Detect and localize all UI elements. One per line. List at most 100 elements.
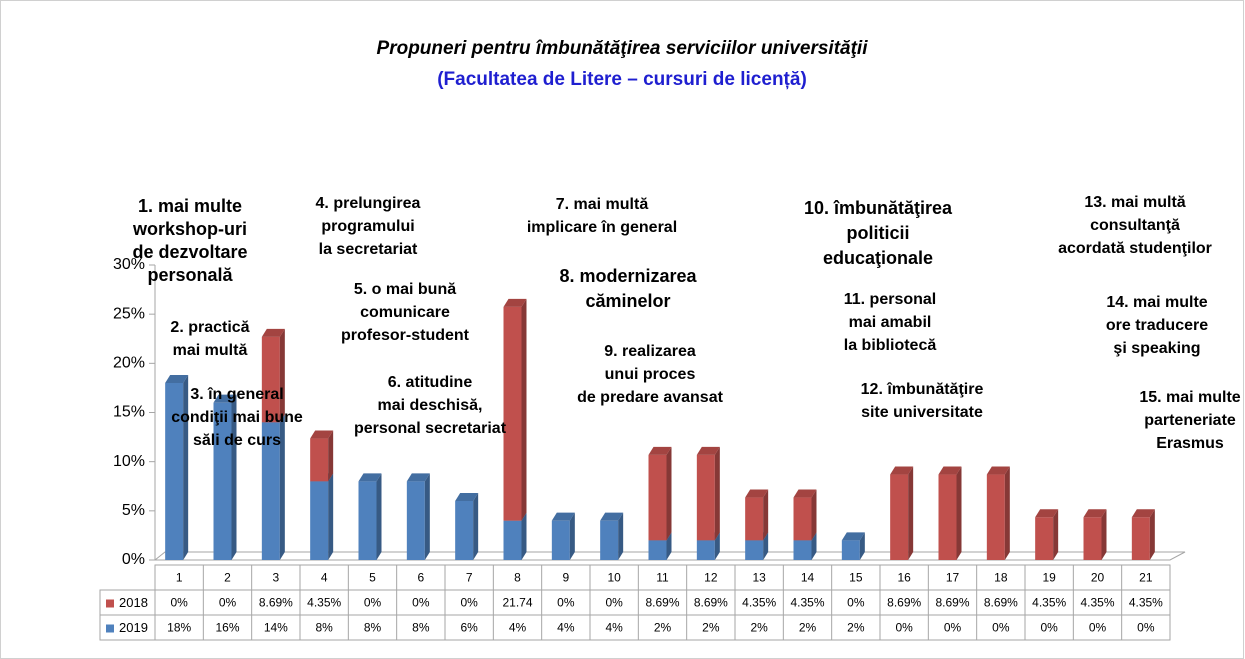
bar-side	[424, 473, 430, 560]
annotation: 6. atitudine	[388, 374, 473, 391]
bar-side	[956, 466, 962, 560]
annotation: condiţii mai bune	[171, 409, 303, 426]
annotation: programului	[321, 218, 414, 235]
bar-top	[986, 466, 1010, 475]
y-tick-label: 10%	[113, 453, 145, 470]
x-tick-label: 21	[1139, 571, 1153, 585]
bar-front	[503, 520, 522, 560]
legend-swatch	[106, 599, 114, 608]
data-label: 0%	[1137, 621, 1155, 635]
x-tick-label: 11	[656, 571, 669, 585]
data-label: 0%	[847, 596, 865, 610]
data-label: 2%	[847, 621, 865, 635]
data-label: 0%	[219, 596, 237, 610]
x-tick-label: 20	[1091, 571, 1105, 585]
bar-side	[521, 298, 527, 521]
bar-front	[696, 540, 715, 560]
bar-front	[841, 540, 860, 560]
data-label: 4.35%	[1080, 596, 1114, 610]
bar-top	[1083, 509, 1107, 518]
y-tick-label: 5%	[122, 502, 145, 519]
data-label: 8%	[364, 621, 382, 635]
annotation: 13. mai multă	[1084, 194, 1185, 211]
annotation: mai multă	[173, 342, 248, 359]
data-label: 4%	[509, 621, 527, 635]
annotation: şi speaking	[1113, 340, 1200, 357]
bar-front	[648, 540, 667, 560]
data-label: 0%	[1040, 621, 1058, 635]
bar-side	[376, 473, 382, 560]
data-label: 0%	[992, 621, 1010, 635]
bar-segment	[1083, 509, 1107, 560]
data-label: 8.69%	[694, 596, 728, 610]
bar-front	[213, 402, 232, 560]
bar-segment	[648, 446, 672, 541]
bar-front	[696, 454, 715, 541]
x-tick-label: 2	[224, 571, 231, 585]
data-label: 2%	[702, 621, 720, 635]
bar-segment	[1131, 509, 1155, 560]
annotation: de predare avansat	[577, 389, 724, 406]
bar-segment	[310, 473, 334, 560]
x-tick-label: 3	[272, 571, 279, 585]
annotation: 2. practică	[170, 319, 249, 336]
bar-segment	[503, 298, 527, 521]
annotation: 12. îmbunătăţire	[861, 381, 984, 398]
annotation: 10. îmbunătăţirea	[804, 198, 953, 218]
bar-side	[714, 446, 720, 541]
bar-side	[666, 532, 672, 560]
x-tick-label: 10	[607, 571, 621, 585]
annotation: săli de curs	[193, 432, 281, 449]
bar-top	[1131, 509, 1155, 518]
x-tick-label: 14	[801, 571, 815, 585]
bar-front	[986, 474, 1005, 560]
annotation: 15. mai multe	[1139, 389, 1240, 406]
bar-segment	[938, 466, 962, 560]
data-label: 0%	[895, 621, 913, 635]
data-label: 2%	[750, 621, 768, 635]
y-tick-label: 30%	[113, 256, 145, 273]
bar-top	[358, 473, 382, 482]
annotation: acordată studenţilor	[1058, 240, 1212, 257]
bar-front	[1083, 517, 1102, 560]
bar-top	[406, 473, 430, 482]
annotation: site universitate	[861, 404, 983, 421]
bar-front	[793, 497, 812, 541]
legend-label: 2018	[119, 595, 148, 610]
bar-segment	[890, 466, 914, 560]
bar-front	[358, 481, 377, 560]
bar-side	[859, 532, 865, 560]
bar-segment	[358, 473, 382, 560]
y-tick-label: 20%	[113, 355, 145, 372]
x-tick-label: 18	[994, 571, 1008, 585]
data-label: 0%	[1089, 621, 1107, 635]
bar-top	[310, 430, 334, 439]
bar-side	[1101, 509, 1107, 560]
bar-front	[745, 497, 764, 541]
data-label: 8.69%	[984, 596, 1018, 610]
y-tick-label: 0%	[122, 551, 145, 568]
data-label: 0%	[605, 596, 623, 610]
x-tick-label: 4	[321, 571, 328, 585]
bar-front	[310, 438, 329, 482]
annotation: 1. mai multe	[138, 196, 242, 216]
x-tick-label: 17	[946, 571, 960, 585]
bar-side	[231, 394, 237, 560]
bar-side	[473, 493, 479, 560]
bar-top	[261, 328, 285, 337]
legend-label: 2019	[119, 620, 148, 635]
bar-side	[811, 489, 817, 541]
x-tick-label: 6	[417, 571, 424, 585]
x-tick-label: 16	[897, 571, 911, 585]
data-label: 4.35%	[790, 596, 824, 610]
bar-front	[455, 501, 474, 560]
bar-top	[793, 489, 817, 498]
data-label: 6%	[460, 621, 478, 635]
data-label: 4.35%	[1129, 596, 1163, 610]
annotation: workshop-uri	[132, 219, 247, 239]
bar-side	[1053, 509, 1059, 560]
bar-top	[600, 512, 624, 521]
bar-side	[618, 512, 624, 560]
bar-side	[183, 375, 189, 560]
bar-segment	[745, 489, 769, 541]
